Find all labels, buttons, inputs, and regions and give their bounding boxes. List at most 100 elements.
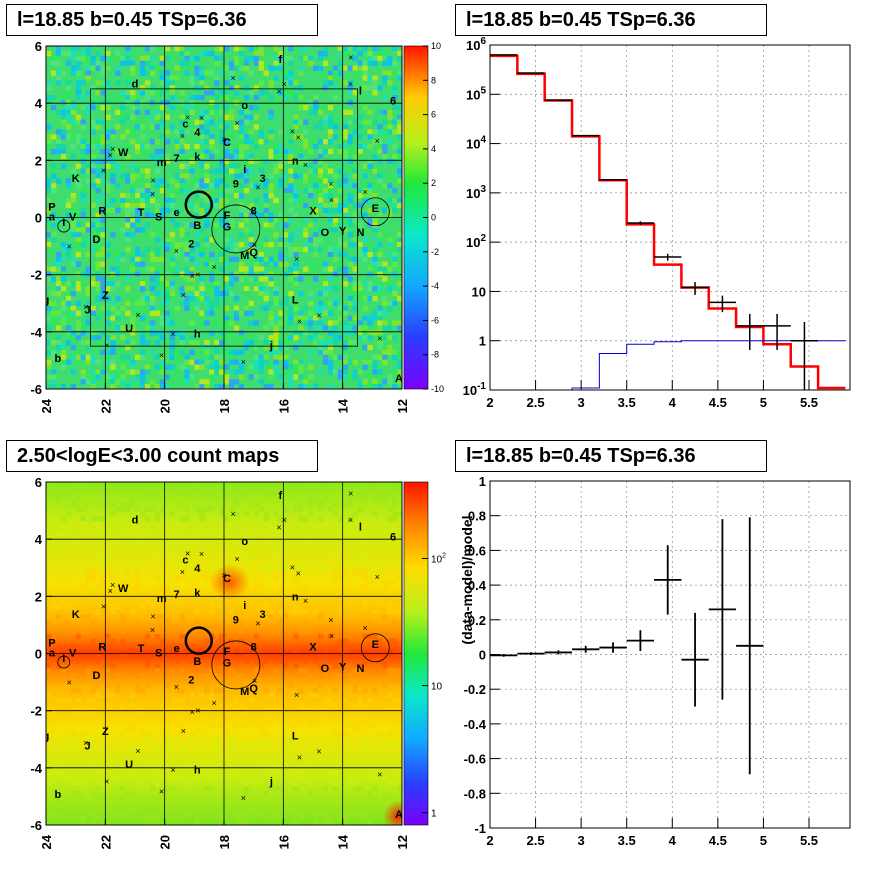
map-pixel [55, 310, 62, 316]
map-pixel [95, 197, 101, 204]
map-pixel [313, 756, 319, 762]
map-pixel [288, 291, 294, 297]
map-pixel [387, 335, 393, 341]
map-pixel [377, 384, 383, 389]
map-pixel [357, 379, 363, 385]
map-pixel [258, 90, 264, 96]
map-pixel [204, 119, 210, 125]
map-pixel [317, 168, 324, 174]
map-pixel [144, 526, 151, 532]
map-pixel [149, 349, 156, 356]
source-cross: × [282, 515, 287, 525]
x-tick-label: 3 [578, 395, 585, 410]
map-pixel [125, 50, 131, 57]
map-pixel [194, 148, 200, 155]
map-pixel [387, 305, 393, 311]
source-label: 4 [194, 563, 201, 575]
map-pixel [293, 281, 299, 287]
source-label: V [69, 211, 77, 223]
map-pixel [224, 707, 230, 713]
map-pixel [322, 207, 329, 213]
map-pixel [159, 589, 166, 596]
map-pixel [95, 217, 101, 223]
map-pixel [85, 673, 91, 679]
map-pixel [75, 46, 82, 52]
map-pixel [144, 144, 151, 150]
map-pixel [268, 193, 274, 199]
map-pixel [342, 570, 349, 576]
map-pixel [194, 183, 200, 189]
map-pixel [397, 168, 402, 174]
map-pixel [357, 222, 363, 228]
map-pixel [372, 330, 378, 336]
source-label: 6 [390, 532, 396, 544]
y-tick-label: 0 [479, 648, 486, 663]
map-pixel [90, 124, 96, 130]
map-pixel [189, 246, 195, 253]
map-pixel [342, 722, 349, 728]
map-pixel [342, 756, 349, 762]
x-tick-label: 3.5 [618, 833, 636, 848]
map-pixel [352, 183, 358, 189]
map-pixel [80, 139, 86, 145]
map-pixel [90, 354, 96, 360]
map-pixel [149, 330, 156, 336]
map-pixel [392, 516, 398, 522]
map-pixel [100, 227, 106, 233]
map-pixel [362, 197, 368, 204]
map-pixel [303, 560, 309, 566]
map-pixel [327, 212, 334, 218]
map-pixel [317, 325, 324, 331]
source-cross: × [150, 189, 155, 199]
map-pixel [233, 682, 240, 689]
map-pixel [288, 594, 294, 600]
map-pixel [115, 281, 121, 287]
map-pixel [372, 60, 378, 66]
map-pixel [125, 653, 131, 659]
map-pixel [268, 678, 274, 684]
map-pixel [397, 673, 402, 679]
map-pixel [139, 369, 146, 375]
map-pixel [70, 746, 77, 752]
map-pixel [243, 85, 250, 91]
map-pixel [238, 673, 245, 679]
map-pixel [199, 65, 205, 71]
map-pixel [55, 129, 62, 135]
map-pixel [238, 682, 245, 689]
map-pixel [382, 349, 388, 356]
map-pixel [352, 780, 358, 787]
map-pixel [263, 565, 269, 571]
map-pixel [258, 521, 264, 527]
map-pixel [70, 217, 77, 223]
map-pixel [55, 815, 62, 821]
map-pixel [278, 246, 284, 253]
map-pixel [105, 286, 111, 292]
map-pixel [397, 144, 402, 150]
map-pixel [184, 295, 190, 302]
map-pixel [199, 139, 205, 145]
map-pixel [362, 599, 368, 605]
map-pixel [85, 756, 91, 762]
map-pixel [283, 340, 289, 346]
map-pixel [100, 369, 106, 375]
map-pixel [322, 653, 329, 659]
map-pixel [105, 188, 111, 194]
map-pixel [159, 629, 166, 635]
map-pixel [377, 212, 383, 218]
map-pixel [85, 65, 91, 71]
map-pixel [322, 46, 329, 52]
map-pixel [149, 65, 156, 71]
map-pixel [238, 65, 245, 71]
map-pixel [283, 256, 289, 262]
map-pixel [194, 658, 200, 664]
map-pixel [154, 237, 161, 243]
map-pixel [209, 722, 215, 728]
map-pixel [278, 540, 284, 547]
map-pixel [288, 722, 294, 728]
map-pixel [224, 379, 230, 385]
map-pixel [224, 305, 230, 311]
map-pixel [149, 55, 156, 62]
source-label: e [173, 207, 179, 219]
map-pixel [110, 501, 116, 507]
map-pixel [50, 369, 57, 375]
